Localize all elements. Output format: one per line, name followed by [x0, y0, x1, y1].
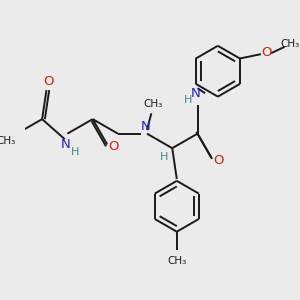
Text: CH₃: CH₃	[280, 39, 300, 49]
Text: N: N	[61, 138, 70, 151]
Text: O: O	[213, 154, 224, 167]
Text: H: H	[184, 95, 193, 105]
Text: N: N	[140, 120, 150, 133]
Text: O: O	[108, 140, 119, 153]
Text: O: O	[43, 75, 53, 88]
Text: H: H	[160, 152, 168, 162]
Text: N: N	[191, 87, 201, 100]
Text: CH₃: CH₃	[0, 136, 16, 146]
Text: CH₃: CH₃	[167, 256, 186, 266]
Text: O: O	[261, 46, 272, 59]
Text: CH₃: CH₃	[143, 99, 163, 109]
Text: H: H	[70, 147, 79, 157]
